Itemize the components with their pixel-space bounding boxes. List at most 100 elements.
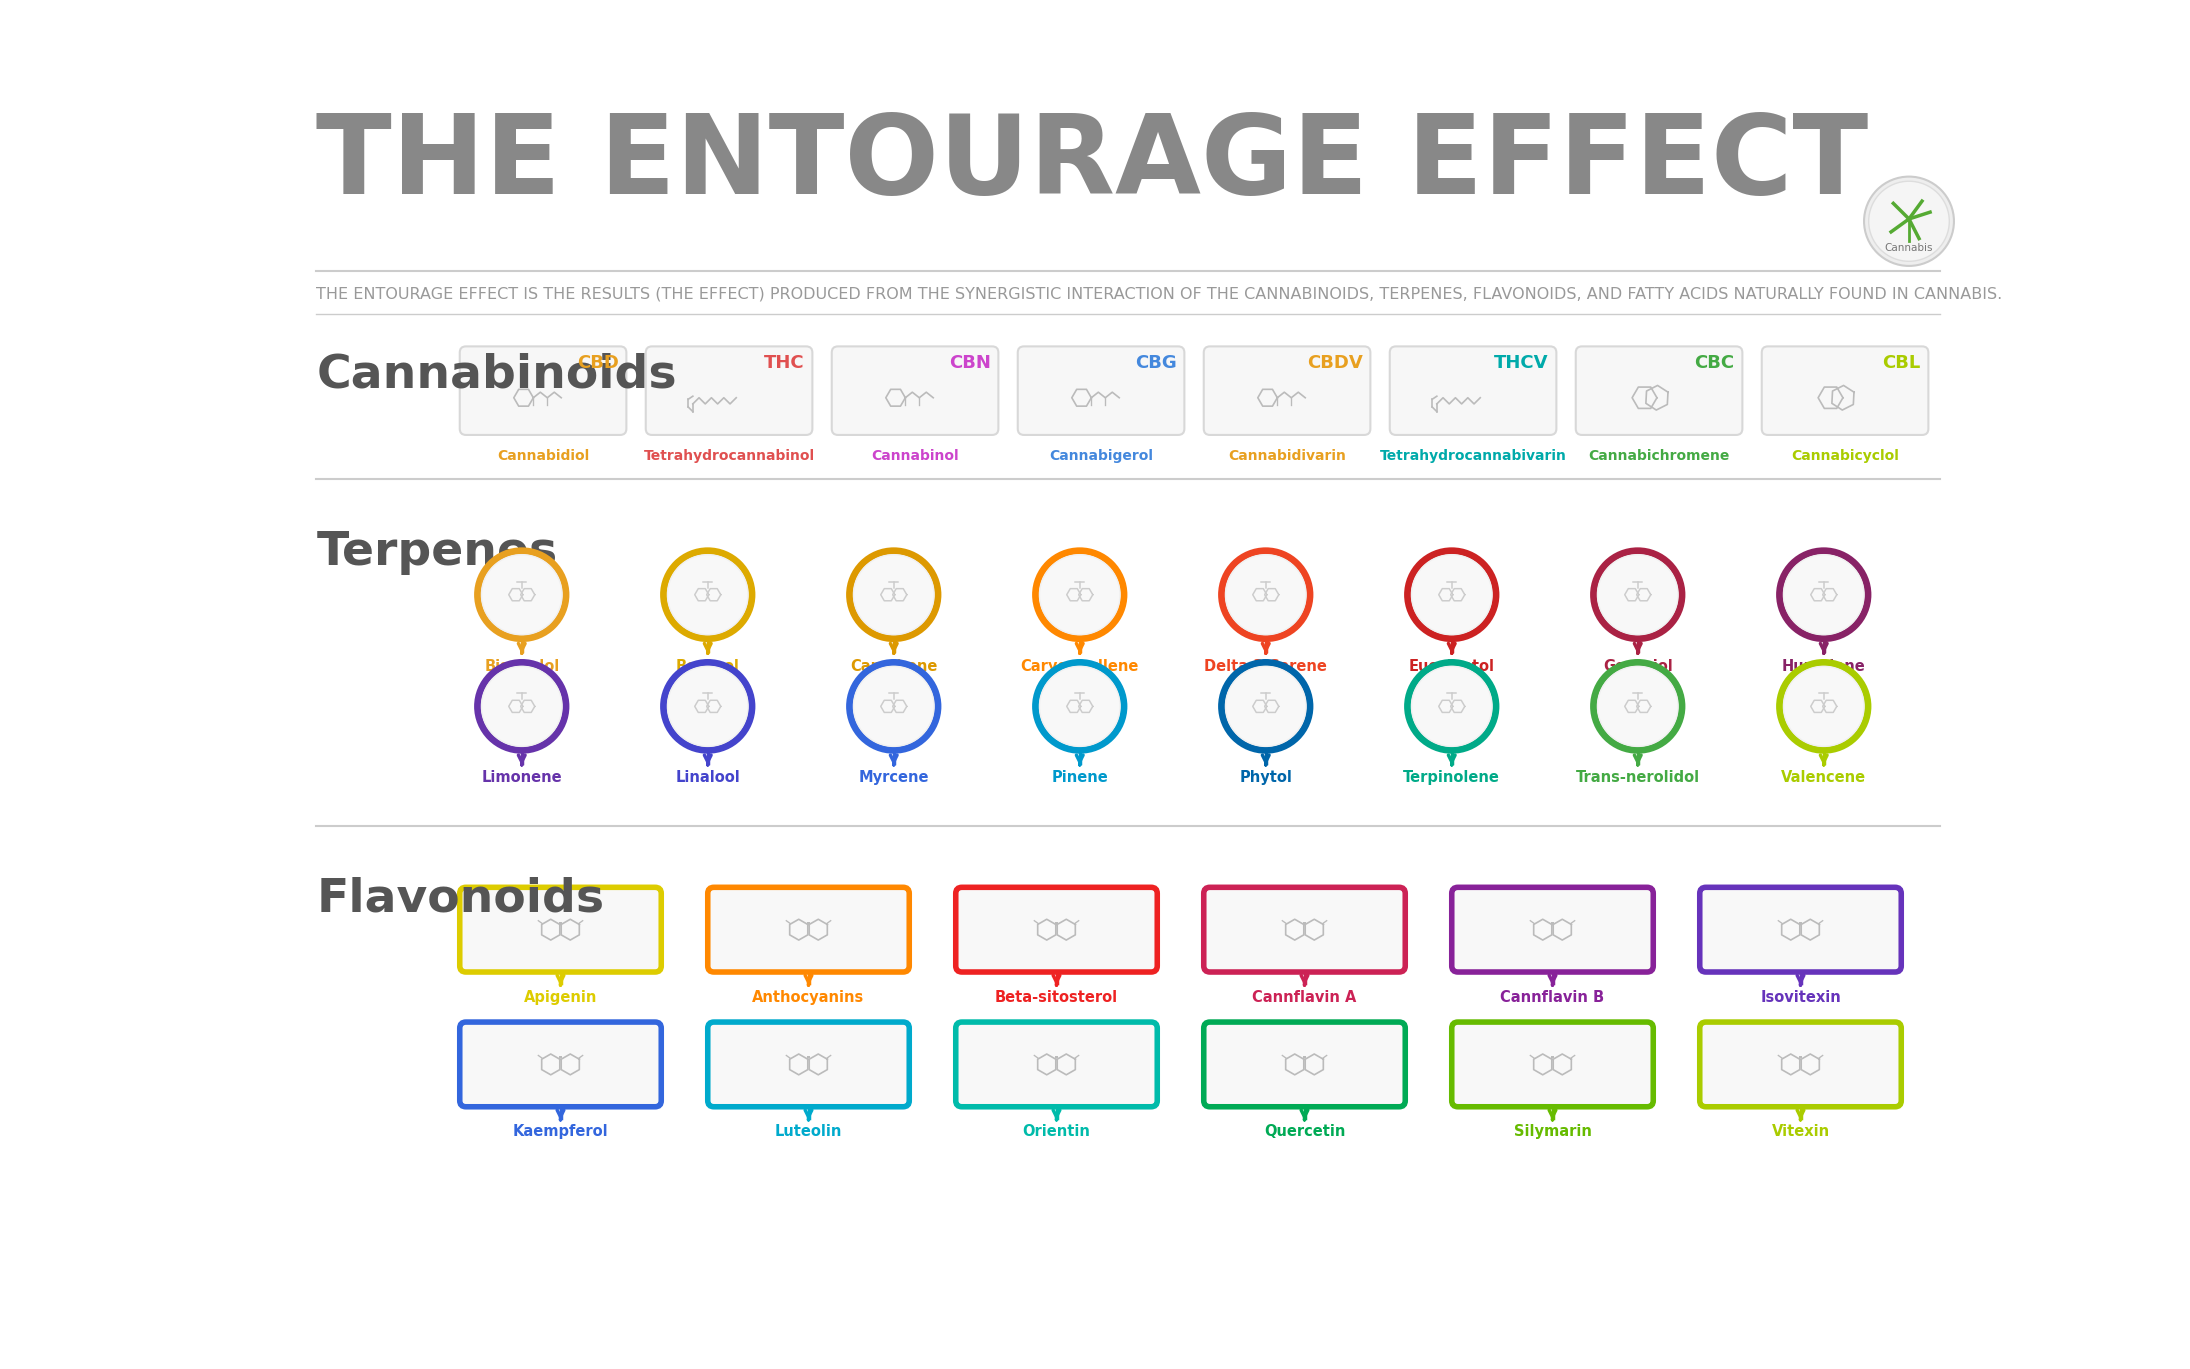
Text: Terpinolene: Terpinolene: [1404, 771, 1500, 786]
Text: THCV: THCV: [1494, 355, 1548, 372]
Text: Humulene: Humulene: [1783, 658, 1866, 674]
Text: Bisabolol: Bisabolol: [484, 658, 558, 674]
FancyBboxPatch shape: [1452, 1023, 1653, 1106]
Text: Terpenes: Terpenes: [315, 530, 558, 575]
Circle shape: [1408, 550, 1496, 638]
Text: Cannflavin B: Cannflavin B: [1500, 990, 1605, 1005]
FancyBboxPatch shape: [1018, 346, 1185, 435]
Text: Cannabichromene: Cannabichromene: [1588, 449, 1730, 463]
Circle shape: [1040, 554, 1119, 635]
Text: Cannabicyclol: Cannabicyclol: [1791, 449, 1899, 463]
FancyBboxPatch shape: [1452, 887, 1653, 972]
Circle shape: [1408, 663, 1496, 750]
Circle shape: [1226, 554, 1305, 635]
Text: Linalool: Linalool: [675, 771, 740, 786]
Circle shape: [1783, 667, 1864, 746]
Text: Eucalyptol: Eucalyptol: [1408, 658, 1496, 674]
Circle shape: [1597, 667, 1678, 746]
Circle shape: [1222, 663, 1310, 750]
FancyBboxPatch shape: [832, 346, 999, 435]
Text: Quercetin: Quercetin: [1264, 1124, 1345, 1139]
FancyBboxPatch shape: [955, 887, 1156, 972]
Text: Trans-nerolidol: Trans-nerolidol: [1575, 771, 1699, 786]
Text: CBDV: CBDV: [1307, 355, 1362, 372]
Text: Tetrahydrocannabivarin: Tetrahydrocannabivarin: [1380, 449, 1566, 463]
Text: CBD: CBD: [576, 355, 618, 372]
Text: Phytol: Phytol: [1240, 771, 1292, 786]
Circle shape: [1222, 550, 1310, 638]
Text: Cannabigerol: Cannabigerol: [1049, 449, 1154, 463]
FancyBboxPatch shape: [1761, 346, 1929, 435]
Circle shape: [1410, 667, 1491, 746]
Text: Luteolin: Luteolin: [775, 1124, 843, 1139]
Text: Valencene: Valencene: [1780, 771, 1866, 786]
Text: Anthocyanins: Anthocyanins: [753, 990, 865, 1005]
Circle shape: [477, 663, 565, 750]
Text: Vitexin: Vitexin: [1772, 1124, 1829, 1139]
Circle shape: [1040, 667, 1119, 746]
FancyBboxPatch shape: [1391, 346, 1557, 435]
Text: Flavonoids: Flavonoids: [315, 876, 604, 921]
Text: THE ENTOURAGE EFFECT IS THE RESULTS (THE EFFECT) PRODUCED FROM THE SYNERGISTIC I: THE ENTOURAGE EFFECT IS THE RESULTS (THE…: [315, 286, 2002, 301]
Text: CBL: CBL: [1883, 355, 1921, 372]
Circle shape: [854, 667, 935, 746]
Text: Caryophyllene: Caryophyllene: [1021, 658, 1139, 674]
FancyBboxPatch shape: [955, 1023, 1156, 1106]
Text: Beta-sitosterol: Beta-sitosterol: [994, 990, 1119, 1005]
Text: Silymarin: Silymarin: [1513, 1124, 1592, 1139]
FancyBboxPatch shape: [707, 887, 909, 972]
Text: Orientin: Orientin: [1023, 1124, 1091, 1139]
Text: Camphene: Camphene: [850, 658, 937, 674]
Text: THE ENTOURAGE EFFECT: THE ENTOURAGE EFFECT: [315, 111, 1868, 218]
FancyBboxPatch shape: [1699, 1023, 1901, 1106]
Circle shape: [482, 667, 563, 746]
Text: CBN: CBN: [948, 355, 990, 372]
Circle shape: [1594, 663, 1682, 750]
Circle shape: [482, 554, 563, 635]
Text: Cannabidiol: Cannabidiol: [497, 449, 589, 463]
Circle shape: [850, 663, 937, 750]
Text: Cannflavin A: Cannflavin A: [1253, 990, 1356, 1005]
Circle shape: [1597, 554, 1678, 635]
Text: Tetrahydrocannabinol: Tetrahydrocannabinol: [644, 449, 815, 463]
Circle shape: [1864, 177, 1953, 266]
Text: Geraniol: Geraniol: [1603, 658, 1673, 674]
Text: CBG: CBG: [1134, 355, 1176, 372]
Text: Cannabinoids: Cannabinoids: [315, 353, 677, 398]
FancyBboxPatch shape: [1699, 887, 1901, 972]
Circle shape: [1780, 663, 1868, 750]
Circle shape: [668, 667, 749, 746]
FancyBboxPatch shape: [646, 346, 812, 435]
Circle shape: [1780, 550, 1868, 638]
Circle shape: [854, 554, 935, 635]
Circle shape: [664, 663, 751, 750]
Circle shape: [668, 554, 749, 635]
Circle shape: [1594, 550, 1682, 638]
Circle shape: [1036, 663, 1123, 750]
FancyBboxPatch shape: [1204, 346, 1371, 435]
Circle shape: [664, 550, 751, 638]
FancyBboxPatch shape: [460, 1023, 661, 1106]
Text: Isovitexin: Isovitexin: [1761, 990, 1842, 1005]
FancyBboxPatch shape: [460, 887, 661, 972]
Text: Delta 3 Carene: Delta 3 Carene: [1204, 658, 1327, 674]
Text: Apigenin: Apigenin: [523, 990, 598, 1005]
Text: Pinene: Pinene: [1051, 771, 1108, 786]
FancyBboxPatch shape: [1204, 887, 1406, 972]
Circle shape: [1783, 554, 1864, 635]
FancyBboxPatch shape: [1204, 1023, 1406, 1106]
Circle shape: [850, 550, 937, 638]
FancyBboxPatch shape: [707, 1023, 909, 1106]
Circle shape: [1036, 550, 1123, 638]
Text: Cannabidivarin: Cannabidivarin: [1229, 449, 1347, 463]
Text: THC: THC: [764, 355, 804, 372]
Text: Cannabinol: Cannabinol: [872, 449, 959, 463]
Circle shape: [1410, 554, 1491, 635]
Text: CBC: CBC: [1695, 355, 1734, 372]
Text: Cannabis: Cannabis: [1886, 244, 1934, 253]
Circle shape: [1868, 181, 1949, 261]
Text: Kaempferol: Kaempferol: [512, 1124, 609, 1139]
FancyBboxPatch shape: [460, 346, 626, 435]
Text: Myrcene: Myrcene: [858, 771, 929, 786]
Text: Limonene: Limonene: [482, 771, 563, 786]
